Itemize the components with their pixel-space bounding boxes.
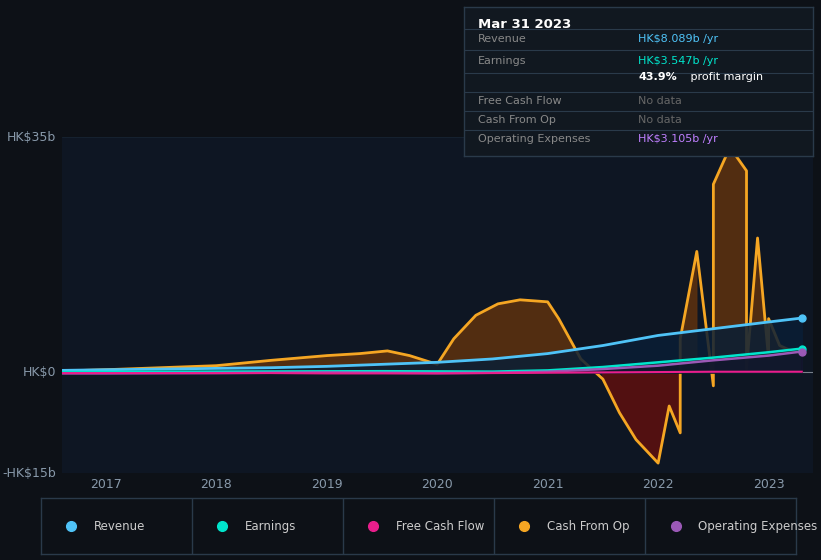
Text: Cash From Op: Cash From Op — [478, 115, 556, 125]
Text: Revenue: Revenue — [94, 520, 145, 533]
Text: Operating Expenses: Operating Expenses — [478, 134, 590, 144]
Text: HK$8.089b /yr: HK$8.089b /yr — [639, 34, 718, 44]
Text: Free Cash Flow: Free Cash Flow — [396, 520, 484, 533]
Text: -HK$15b: -HK$15b — [2, 466, 56, 480]
Text: HK$0: HK$0 — [22, 366, 56, 379]
Text: HK$3.105b /yr: HK$3.105b /yr — [639, 134, 718, 144]
Text: HK$35b: HK$35b — [7, 130, 56, 144]
Text: Free Cash Flow: Free Cash Flow — [478, 96, 562, 106]
Text: Earnings: Earnings — [245, 520, 296, 533]
Text: Operating Expenses: Operating Expenses — [698, 520, 818, 533]
Text: No data: No data — [639, 115, 682, 125]
Text: Earnings: Earnings — [478, 55, 526, 66]
Text: 43.9%: 43.9% — [639, 72, 677, 82]
Text: Revenue: Revenue — [478, 34, 526, 44]
Text: Cash From Op: Cash From Op — [547, 520, 630, 533]
Text: profit margin: profit margin — [687, 72, 764, 82]
Text: Mar 31 2023: Mar 31 2023 — [478, 18, 571, 31]
Text: No data: No data — [639, 96, 682, 106]
Text: HK$3.547b /yr: HK$3.547b /yr — [639, 55, 718, 66]
